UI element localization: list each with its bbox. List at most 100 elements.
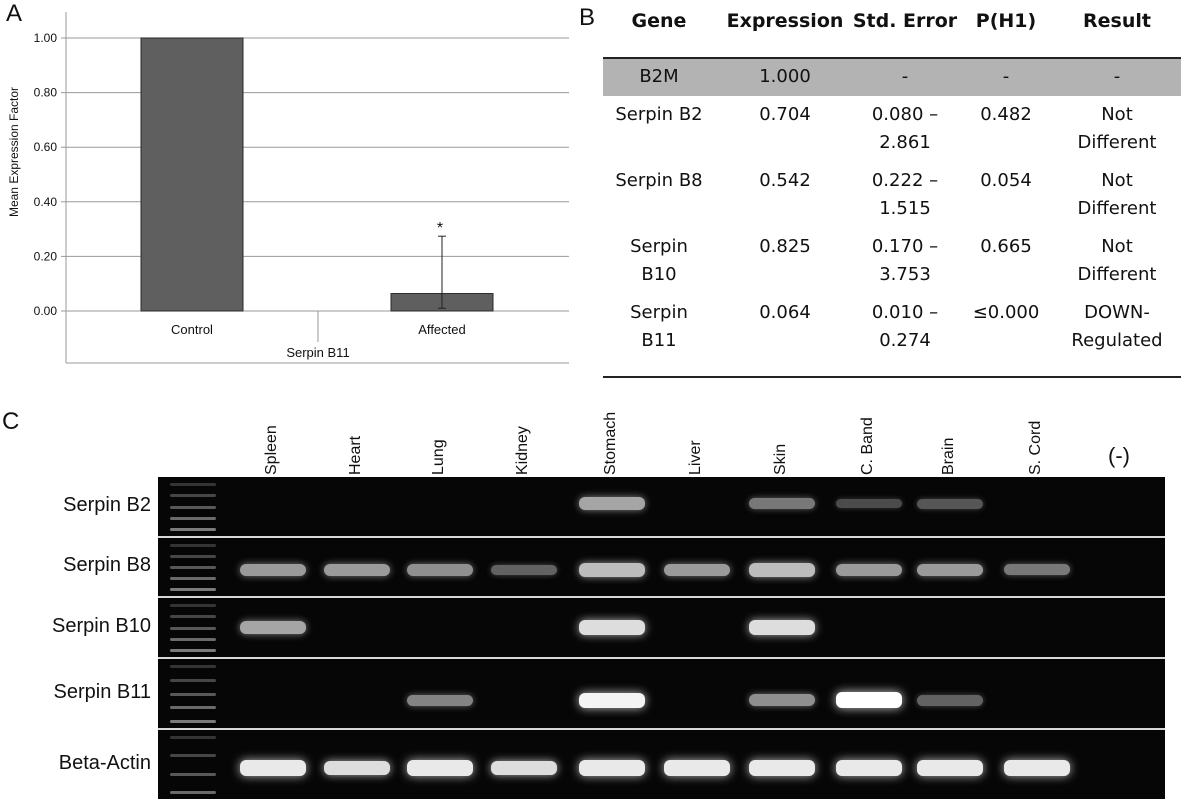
ladder-band [170,615,216,619]
lane-label: Liver [687,440,704,475]
lane-label: Spleen [263,425,280,475]
gel-row-separator [158,536,1165,538]
ladder-band [170,692,216,696]
ladder-band [170,528,216,531]
table-cell-result: DOWN- Regulated [1071,302,1163,351]
table-cell-expression: 0.704 [759,104,811,125]
table-cell-gene: Serpin B2 [615,104,703,125]
gel-band [749,497,815,510]
gene-row-label: Serpin B8 [63,554,151,576]
lane-label: Brain [940,437,957,475]
table-cell-p: 0.054 [980,170,1032,191]
gel-band [917,760,983,776]
table-cell-result: Not Different [1077,170,1157,219]
ladder-band [170,649,216,652]
table-cell-gene: Serpin B10 [630,236,688,285]
table-bottom-rule [603,376,1181,378]
bar-control [140,37,244,312]
gel-band [407,563,473,576]
gel-band [579,620,645,635]
ladder-band [170,754,216,758]
y-tick-label: 0.60 [34,140,58,154]
table-cell-std_error: 0.222 – 1.515 [871,170,939,219]
gel-band [917,498,983,509]
gel-band [240,563,306,577]
gel-band [240,760,306,776]
table-header-p: P(H1) [975,10,1037,32]
table-cell-std_error: 0.010 – 0.274 [871,302,939,351]
gel-band [240,621,306,634]
expression-table: Gene Expression Std. Error P(H1) Result B2M 1.… [603,0,1181,380]
gel-band [579,497,645,510]
y-tick-label: 0.20 [34,249,58,263]
ladder-band [170,637,216,641]
gel-band [579,760,645,776]
gel-row-separator [158,657,1165,659]
gel-band [917,563,983,577]
ladder-band [170,706,216,710]
lane-label: Skin [772,443,789,475]
gel-row-separator [158,728,1165,730]
ladder-band [170,772,216,776]
table-header-result: Result [1083,10,1151,32]
gel-band [324,760,390,776]
ladder-band [170,720,216,723]
table-cell-result: Not Different [1077,236,1157,285]
gel-band [579,692,645,709]
gel-band [491,564,557,576]
table-header-rule [603,57,1181,59]
y-axis-label: Mean Expression Factor [7,87,21,217]
table-cell-expression: 0.064 [759,302,811,323]
b2m-highlight-row [603,59,1181,96]
gel-band [491,760,557,776]
gel-band [836,692,902,709]
ladder-band [170,566,216,569]
negative-control-label: (-) [1108,443,1130,468]
gel-lane-labels: Spleen Heart Lung Kidney Stomach Liver Skin C. … [0,395,1181,477]
gel-row [158,598,1165,657]
ladder-band [170,494,216,498]
panel-a-letter: A [6,0,23,27]
ladder-band [170,588,216,591]
table-cell-expression: 0.825 [759,236,811,257]
gene-row-label: Beta-Actin [58,751,151,774]
table-cell-gene: Serpin B8 [615,170,703,191]
ladder-band [170,544,216,547]
lane-label: Kidney [514,426,531,475]
table-cell-p: ≤0.000 [972,302,1040,323]
table-header-gene: Gene [631,10,687,32]
y-tick-label: 0.00 [34,304,58,318]
table-cell-std_error: 0.170 – 3.753 [871,236,939,285]
gel-band [836,760,902,776]
x-category-label: Affected [418,322,465,337]
table-cell-expression: 0.542 [759,170,811,191]
panel-b-letter: B [579,4,596,31]
table-cell-result: - [1113,66,1121,87]
lane-label: Heart [347,435,364,475]
table-cell-p: - [1002,66,1010,87]
gel-band [836,563,902,577]
ladder-band [170,577,216,580]
lane-label: C. Band [859,417,876,475]
gel-band [836,498,902,509]
gel-band [749,694,815,707]
ladder-band [170,665,216,668]
lane-label: S. Cord [1027,420,1044,475]
x-category-label: Control [171,322,213,337]
ladder-band [170,483,216,486]
ladder-band [170,516,216,520]
gel-band [407,760,473,776]
ladder-band [170,736,216,739]
gel-band [407,694,473,707]
table-cell-gene: B2M [639,66,679,87]
gel-band [664,563,730,577]
table-cell-gene: Serpin B11 [630,302,688,351]
gel-band [917,695,983,706]
gel-band [749,760,815,776]
gel-image [158,477,1165,799]
table-cell-result: Not Different [1077,104,1157,153]
table-cell-expression: 1.000 [759,66,811,87]
x-axis-label: Serpin B11 [286,345,349,360]
gel-band [749,563,815,577]
gel-row [158,659,1165,728]
